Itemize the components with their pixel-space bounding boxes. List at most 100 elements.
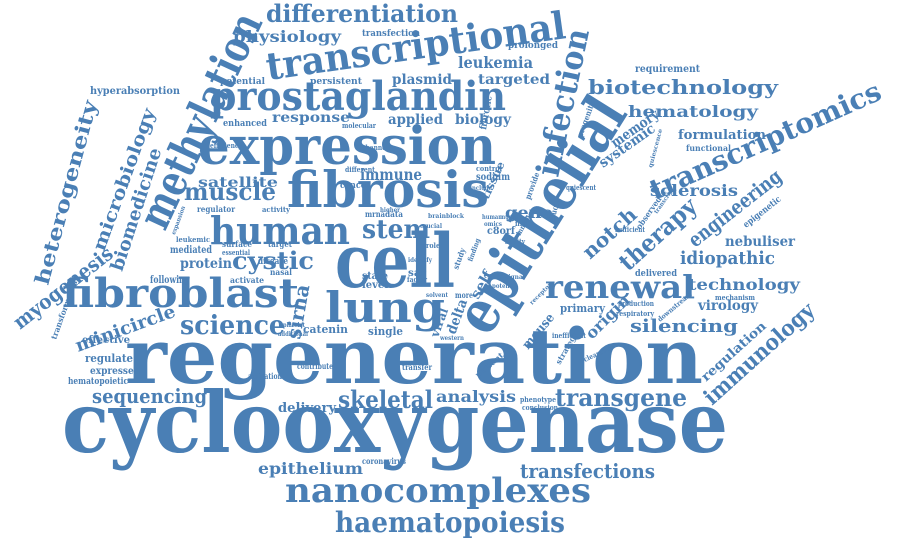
word-fibrosis: fibrosis	[287, 160, 489, 219]
word-brain: brain	[428, 213, 447, 220]
word-activate: activate	[230, 275, 264, 285]
word-essential: essential	[222, 248, 250, 257]
word-respiratory: respiratory	[616, 309, 655, 318]
word-effective: effective	[82, 335, 130, 346]
word-renewal: renewal	[545, 268, 695, 306]
word-single: single	[368, 325, 403, 338]
word-protein: protein	[180, 256, 232, 272]
word-state: state	[362, 271, 388, 282]
word-western: western	[439, 335, 464, 342]
word-primary: primary	[560, 302, 606, 315]
word-factor: factor	[407, 275, 427, 284]
word-leukemic: leukemic	[176, 235, 210, 244]
word-differentiation: differentiation	[266, 0, 458, 28]
word-human-small: human	[482, 214, 503, 221]
word-mechanism: mechanism	[715, 293, 756, 302]
word-activity: activity	[262, 205, 291, 214]
word-mrna: mrna	[365, 209, 385, 219]
word-prolonged: prolonged	[508, 41, 559, 51]
word-nanocomplexes: nanocomplexes	[285, 471, 591, 511]
word-sclerosis: sclerosis	[650, 181, 738, 200]
word-contribute: contribute	[297, 361, 333, 371]
word-transfer: transfer	[402, 362, 433, 372]
word-cancer: cancer	[340, 181, 370, 191]
word-delivery: delivery	[278, 401, 336, 416]
word-fibroblast: fibroblast	[62, 270, 300, 317]
word-human: human	[210, 208, 350, 253]
word-control: control	[476, 164, 502, 173]
word-role: role	[426, 241, 440, 250]
word-ability: ability	[505, 237, 526, 246]
word-solvent: solvent	[426, 292, 448, 299]
word-cell: cell	[335, 219, 455, 305]
word-leukemia: leukemia	[458, 53, 533, 72]
word-physiology: physiology	[233, 27, 342, 46]
word-sodium: sodium	[476, 172, 510, 183]
word-coronavirus: coronavirus	[362, 456, 406, 466]
word-level: level	[362, 280, 388, 291]
word-applied: applied	[388, 112, 443, 128]
word-following: following	[150, 275, 190, 286]
word-expression: expression	[198, 116, 496, 177]
word-more: more	[455, 290, 473, 300]
word-hyperabsorption: hyperabsorption	[90, 86, 181, 97]
word-efficiency: efficiency	[210, 141, 243, 150]
word-formulation: formulation	[678, 128, 767, 143]
word-analysis: analysis	[436, 387, 516, 406]
word-molecular: molecular	[342, 121, 376, 130]
word-regulator: regulator	[197, 204, 236, 214]
word-potent: potent	[492, 283, 512, 290]
word-c8orf: c8orf	[487, 226, 516, 237]
word-persistent: persistent	[310, 77, 363, 87]
word-find: find	[515, 219, 529, 228]
word-signal: signal	[505, 274, 526, 281]
word-identify: identify	[408, 257, 432, 264]
word-surface: surface	[222, 239, 252, 249]
word-higher: higher	[380, 207, 401, 214]
word-inefficient: inefficient	[552, 331, 587, 340]
word-entry: entry	[484, 271, 503, 280]
word-data: data	[385, 209, 403, 219]
word-phenotype: phenotype	[520, 395, 556, 404]
word-mucus-small: mucus	[500, 214, 519, 221]
word-catenin: catenin	[303, 323, 348, 336]
word-nebuliser: nebuliser	[725, 234, 796, 250]
word-response: response	[272, 110, 350, 126]
word-skeletal: skeletal	[338, 385, 433, 414]
word-functional: functional	[686, 143, 731, 153]
word-sequencing: sequencing	[92, 384, 207, 408]
word-sar: sar	[408, 268, 427, 279]
word-delivered: delivered	[635, 269, 678, 279]
word-cyclooxygenase: cyclooxygenase	[62, 373, 728, 472]
word-quiescent: quiescent	[566, 183, 597, 192]
word-biotechnology: biotechnology	[588, 75, 780, 99]
word-production: production	[618, 299, 654, 308]
word-requirement: requirement	[635, 64, 700, 75]
word-cystic: cystic	[232, 246, 314, 275]
word-biology: biology	[455, 112, 512, 128]
word-include: include	[470, 185, 492, 192]
word-plasmid: plasmid	[392, 72, 452, 88]
word-different: different	[345, 165, 376, 174]
word-hematopoietic: hematopoietic	[68, 377, 128, 387]
word-potential: potential	[220, 77, 266, 87]
word-lung: lung	[325, 283, 445, 332]
word-haematopoiesis: haematopoiesis	[335, 506, 565, 539]
word-silencing: silencing	[630, 316, 738, 337]
word-transgene: transgene	[555, 383, 687, 412]
word-target: target	[268, 239, 292, 249]
word-expressed: expressed	[90, 366, 140, 377]
word-regulate: regulate	[85, 352, 133, 365]
word-crucial: crucial	[420, 223, 443, 230]
word-science: science	[180, 311, 285, 341]
word-nasal: nasal	[270, 267, 292, 277]
word-platelet: platelet	[283, 322, 305, 329]
word-activation: activation	[248, 371, 282, 381]
word-mediated: mediated	[170, 245, 212, 256]
word-omics: omics	[484, 221, 503, 228]
word-sufficient: sufficient	[615, 225, 646, 234]
word-additional: additional	[278, 331, 309, 338]
word-idiopathic: idiopathic	[680, 248, 775, 269]
word-conclusion: conclusion	[522, 403, 558, 412]
